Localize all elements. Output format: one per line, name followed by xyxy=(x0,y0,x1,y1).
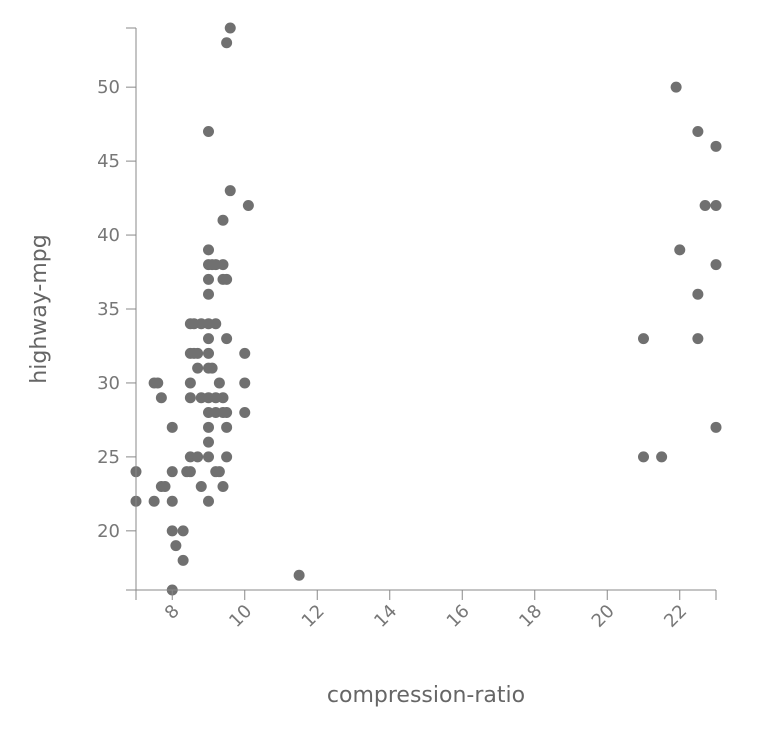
data-point xyxy=(239,347,251,359)
data-point xyxy=(203,495,214,507)
data-point xyxy=(674,244,686,256)
data-point xyxy=(638,333,649,345)
x-tick-label: 22 xyxy=(660,601,691,632)
x-tick-label: 20 xyxy=(588,601,619,632)
data-point xyxy=(221,37,233,49)
y-tick-label: 30 xyxy=(97,373,120,394)
x-tick-label: 16 xyxy=(443,601,474,632)
data-point xyxy=(203,421,214,433)
data-point xyxy=(239,407,251,419)
y-tick-label: 50 xyxy=(97,77,120,98)
data-point xyxy=(239,377,251,389)
data-point xyxy=(213,466,225,478)
data-point xyxy=(192,362,204,374)
y-tick-label: 40 xyxy=(97,225,120,246)
data-point xyxy=(221,333,233,345)
x-axis: 8 10 12 14 16 18 20 22 xyxy=(135,589,717,632)
data-point xyxy=(206,362,218,374)
data-point xyxy=(224,22,236,34)
data-point xyxy=(221,451,233,463)
data-point xyxy=(166,525,178,537)
x-tick-label: 18 xyxy=(515,601,546,632)
data-point xyxy=(699,199,711,211)
data-point xyxy=(224,185,236,197)
data-point xyxy=(217,259,229,271)
data-point xyxy=(656,451,668,463)
data-point xyxy=(710,199,722,211)
data-point xyxy=(166,421,178,433)
x-axis-title: compression-ratio xyxy=(327,683,525,708)
points-layer xyxy=(130,22,722,596)
data-point xyxy=(710,259,722,271)
data-point xyxy=(217,392,229,404)
data-point xyxy=(221,421,233,433)
data-point xyxy=(692,333,704,345)
x-tick-label: 8 xyxy=(161,601,184,624)
y-tick-label: 45 xyxy=(97,151,120,172)
data-point xyxy=(670,81,682,93)
data-point xyxy=(152,377,164,389)
data-point xyxy=(166,495,178,507)
data-point xyxy=(184,466,196,478)
data-point xyxy=(710,421,722,433)
data-point xyxy=(203,273,214,285)
data-point xyxy=(217,214,229,226)
data-point xyxy=(692,288,704,300)
data-point xyxy=(210,318,222,330)
data-point xyxy=(203,288,214,300)
data-point xyxy=(293,569,305,581)
data-point xyxy=(221,273,233,285)
data-point xyxy=(203,244,214,256)
data-point xyxy=(203,347,214,359)
data-point xyxy=(203,451,214,463)
y-axis: 20 25 30 35 40 45 50 xyxy=(97,27,137,591)
data-point xyxy=(184,392,196,404)
data-point xyxy=(710,140,722,152)
data-point xyxy=(213,377,225,389)
data-point xyxy=(242,199,254,211)
x-tick-label: 12 xyxy=(298,601,329,632)
x-tick-label: 14 xyxy=(370,601,401,632)
data-point xyxy=(692,126,704,138)
data-point xyxy=(203,333,214,345)
y-tick-label: 25 xyxy=(97,447,120,468)
y-axis-title: highway-mpg xyxy=(27,234,52,383)
data-point xyxy=(203,436,214,448)
data-point xyxy=(203,126,214,138)
data-point xyxy=(217,480,229,492)
data-point xyxy=(195,480,207,492)
y-tick-label: 35 xyxy=(97,299,120,320)
data-point xyxy=(155,392,167,404)
data-point xyxy=(192,451,204,463)
y-tick-label: 20 xyxy=(97,521,120,542)
x-tick-label: 10 xyxy=(225,601,256,632)
data-point xyxy=(177,525,189,537)
data-point xyxy=(177,554,189,566)
data-point xyxy=(148,495,160,507)
data-point xyxy=(638,451,649,463)
data-point xyxy=(166,466,178,478)
data-point xyxy=(170,540,182,552)
data-point xyxy=(184,377,196,389)
data-point xyxy=(221,407,233,419)
data-point xyxy=(159,480,171,492)
data-point xyxy=(192,347,204,359)
